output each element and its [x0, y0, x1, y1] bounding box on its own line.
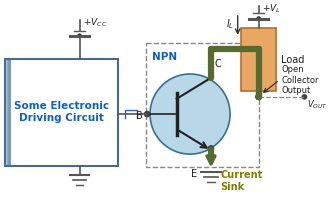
Bar — [8, 59, 11, 165]
Bar — [7, 59, 10, 165]
Bar — [7, 59, 10, 165]
Bar — [5, 59, 9, 165]
Bar — [7, 59, 10, 165]
Circle shape — [144, 111, 151, 117]
Bar — [7, 59, 10, 165]
Bar — [6, 59, 9, 165]
Bar — [5, 59, 9, 165]
Bar — [6, 59, 10, 165]
Bar — [7, 59, 11, 165]
Circle shape — [77, 33, 82, 38]
Text: Load: Load — [281, 55, 304, 65]
Bar — [7, 59, 11, 165]
Circle shape — [256, 16, 261, 21]
Bar — [6, 59, 10, 165]
Text: Open
Collector
Output: Open Collector Output — [281, 65, 319, 95]
Bar — [6, 59, 9, 165]
Circle shape — [208, 145, 214, 152]
Bar — [6, 59, 9, 165]
Bar — [7, 59, 11, 165]
Text: $V_{OUT}$: $V_{OUT}$ — [307, 99, 328, 111]
Bar — [5, 59, 9, 165]
Bar — [6, 59, 9, 165]
Bar — [7, 59, 11, 165]
Text: NPN: NPN — [152, 52, 177, 62]
Bar — [6, 59, 9, 165]
Bar — [146, 44, 259, 167]
Bar — [8, 59, 11, 165]
Bar — [7, 59, 10, 165]
Bar — [8, 59, 11, 165]
Bar — [6, 59, 9, 165]
Text: $+V_L$: $+V_L$ — [262, 3, 281, 15]
Bar — [8, 59, 11, 165]
Text: E: E — [191, 169, 197, 179]
Bar — [6, 59, 9, 165]
Text: C: C — [215, 59, 221, 69]
Bar — [6, 59, 10, 165]
Bar — [8, 59, 11, 165]
Circle shape — [150, 74, 230, 154]
Text: Some Electronic
Driving Circuit: Some Electronic Driving Circuit — [14, 101, 109, 123]
Circle shape — [302, 94, 307, 100]
Text: B: B — [136, 111, 142, 121]
Bar — [7, 59, 10, 165]
Circle shape — [255, 94, 262, 100]
Bar — [5, 59, 118, 165]
Text: $I_L$: $I_L$ — [226, 18, 234, 31]
Bar — [6, 59, 9, 165]
Bar — [5, 59, 9, 165]
Bar — [7, 59, 10, 165]
Bar — [242, 28, 276, 91]
Bar — [7, 59, 10, 165]
Bar — [6, 59, 9, 165]
Bar — [7, 59, 10, 165]
Bar — [6, 59, 10, 165]
Bar — [8, 59, 11, 165]
Text: $+V_{CC}$: $+V_{CC}$ — [83, 16, 108, 29]
Bar — [8, 59, 11, 165]
Bar — [6, 59, 9, 165]
Text: Current
Sink: Current Sink — [220, 170, 263, 192]
Bar — [7, 59, 10, 165]
Bar — [8, 59, 11, 165]
Circle shape — [255, 94, 262, 100]
